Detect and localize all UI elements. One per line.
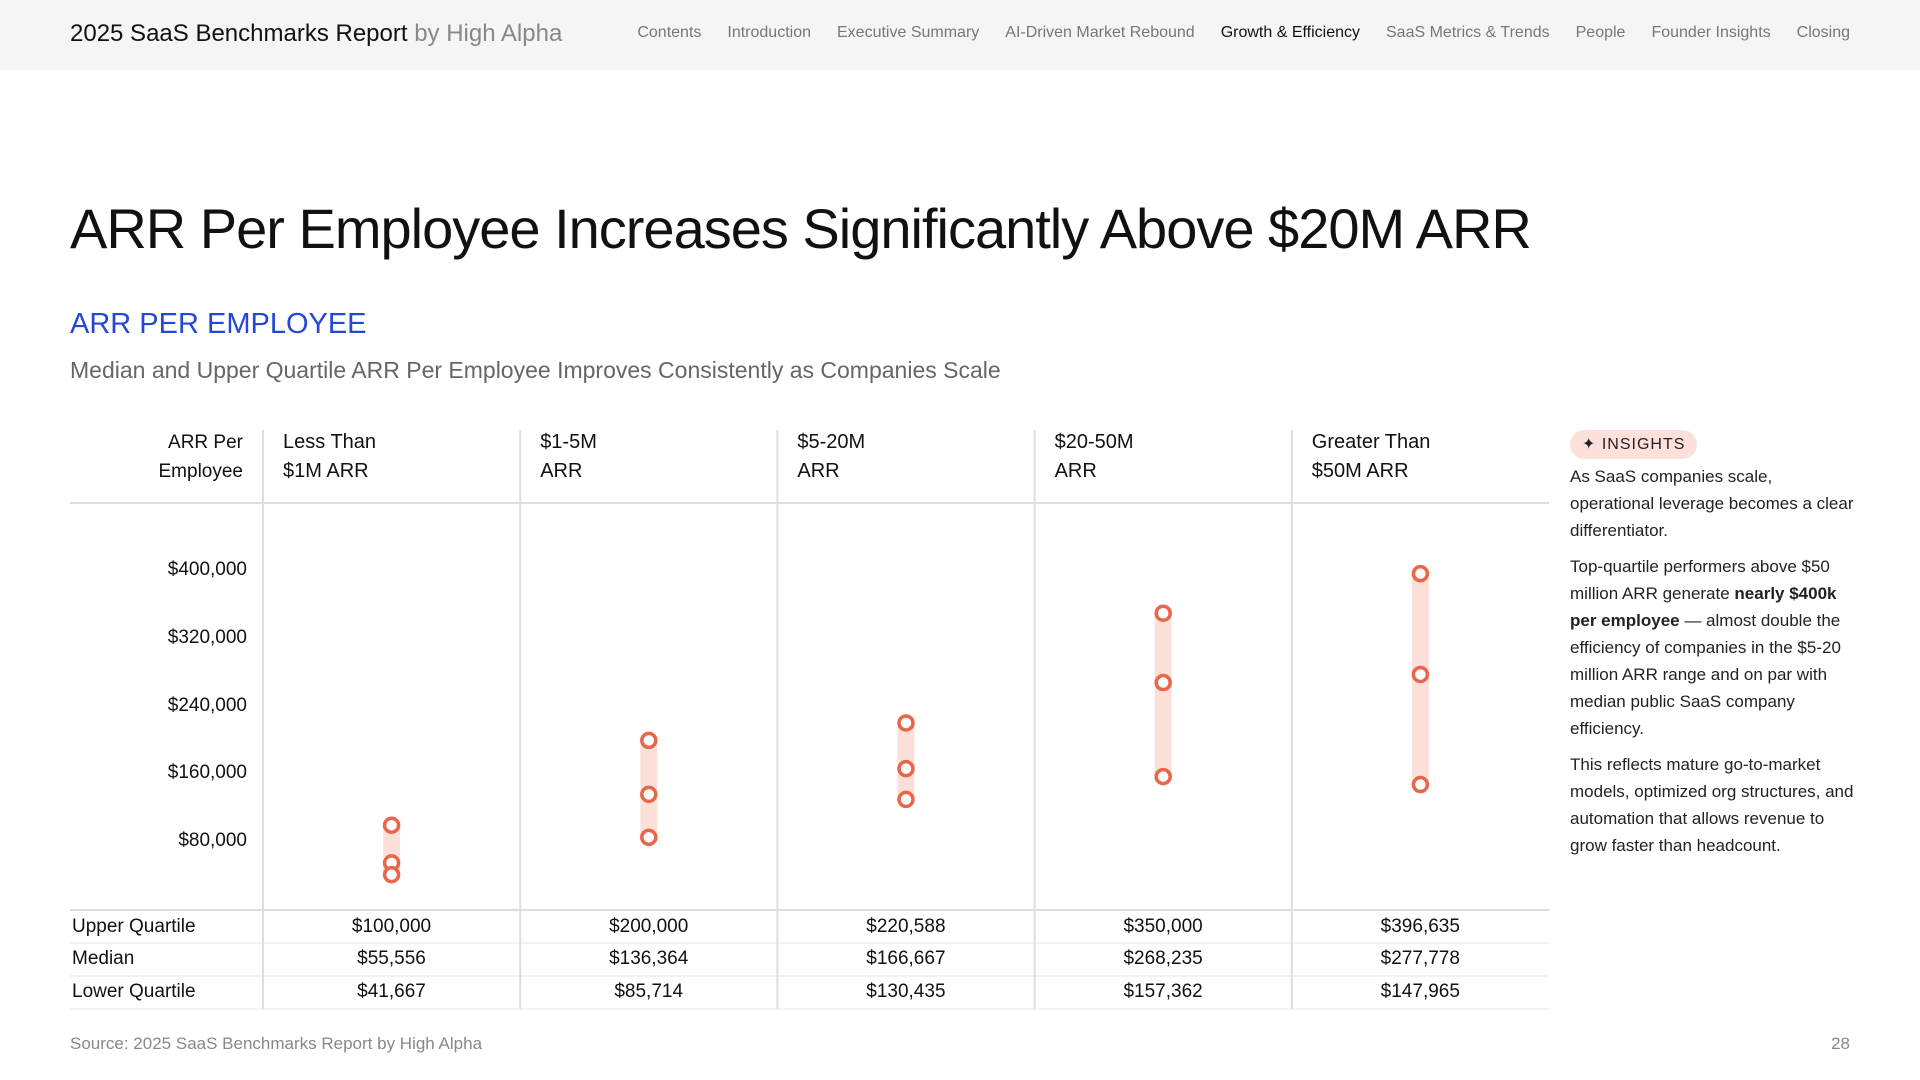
dot: [640, 785, 658, 804]
value-label: $157,362: [1123, 981, 1203, 1002]
chart-title: ARR PER EMPLOYEE: [70, 308, 367, 340]
dot: [382, 865, 401, 884]
dot: [1154, 673, 1172, 692]
insight-paragraph: This reflects mature go-to-market models…: [1570, 755, 1854, 855]
header-bar: [0, 0, 1920, 70]
value-label: $220,588: [866, 916, 946, 937]
column-header: $1-5M ARR: [540, 431, 597, 482]
dot: [897, 790, 915, 809]
value-label: $41,667: [357, 981, 426, 1002]
dot: [640, 731, 658, 750]
insights: ✦ INSIGHTS As SaaS companies scale, oper…: [1570, 430, 1860, 868]
y-tick-label: $160,000: [167, 762, 247, 784]
dot: [897, 759, 915, 778]
nav-item[interactable]: Executive Summary: [837, 24, 980, 41]
value-label: $55,556: [357, 948, 426, 969]
value-label: $396,635: [1380, 916, 1460, 937]
nav-item[interactable]: Founder Insights: [1651, 24, 1771, 41]
y-tick-label: $240,000: [167, 694, 247, 716]
row-name: Median: [72, 948, 135, 969]
value-label: $130,435: [866, 981, 946, 1002]
value-label: $166,667: [866, 948, 946, 969]
page-title: ARR Per Employee Increases Significantly…: [70, 197, 1532, 260]
nav-item[interactable]: People: [1575, 24, 1626, 41]
nav: Contents Introduction Executive Summary AI-…: [637, 24, 1850, 42]
text: — almost double the efficiency of compan…: [1570, 611, 1841, 738]
badge-text: INSIGHTS: [1601, 436, 1686, 453]
value-label: $100,000: [351, 916, 432, 937]
y-tick-label: $320,000: [167, 626, 247, 648]
brand-byline[interactable]: by High Alpha: [414, 20, 563, 47]
column-header: Less Than $1M ARR: [283, 431, 377, 482]
value-label: $85,714: [614, 981, 684, 1002]
nav-item[interactable]: Closing: [1796, 24, 1850, 41]
brand[interactable]: 2025 SaaS Benchmarks Report by High Alph…: [70, 20, 562, 48]
value-label: $277,778: [1380, 948, 1460, 969]
dot: [1154, 604, 1172, 622]
nav-item[interactable]: SaaS Metrics & Trends: [1386, 24, 1550, 41]
dot: [1411, 775, 1430, 794]
column-header: $20-50M ARR: [1054, 431, 1134, 482]
dot: [1411, 564, 1430, 583]
nav-item[interactable]: Growth & Efficiency: [1220, 24, 1360, 41]
insights-badge: ✦ INSIGHTS: [1570, 430, 1698, 459]
dot: [897, 714, 915, 732]
y-tick-label: $80,000: [178, 830, 247, 852]
column-header: Greater Than $50M ARR: [1311, 431, 1431, 482]
dot: [1154, 767, 1172, 786]
nav-item[interactable]: Contents: [637, 24, 702, 41]
bold-text: nearly $400k per employee: [1570, 584, 1837, 630]
nav-item[interactable]: AI-Driven Market Rebound: [1005, 24, 1195, 41]
value-label: $268,235: [1123, 948, 1203, 969]
value-label: $200,000: [609, 916, 689, 937]
insight-paragraph: Top-quartile performers above $50 millio…: [1570, 553, 1860, 742]
range-bar: [1154, 613, 1172, 777]
value-label: $136,364: [609, 948, 689, 969]
brand-title[interactable]: 2025 SaaS Benchmarks Report: [70, 20, 408, 47]
dot: [640, 828, 658, 847]
nav-item[interactable]: Introduction: [727, 24, 811, 41]
text: Top-quartile performers above $50 millio…: [1570, 557, 1830, 603]
page-number: 28: [1831, 1034, 1850, 1053]
y-axis-label: ARR Per Employee: [158, 432, 244, 482]
row-name: Upper Quartile: [72, 916, 196, 937]
source: Source: 2025 SaaS Benchmarks Report by H…: [70, 1034, 483, 1053]
y-tick-label: $400,000: [167, 558, 247, 580]
row-name: Lower Quartile: [72, 981, 196, 1002]
value-label: $147,965: [1380, 981, 1460, 1002]
column-header: $5-20M ARR: [797, 431, 866, 482]
dot: [1411, 665, 1430, 684]
chart-subtitle: Median and Upper Quartile ARR Per Employ…: [70, 357, 1001, 383]
value-label: $350,000: [1123, 916, 1203, 937]
dot: [382, 816, 401, 834]
insight-paragraph: As SaaS companies scale, operational lev…: [1570, 467, 1854, 540]
